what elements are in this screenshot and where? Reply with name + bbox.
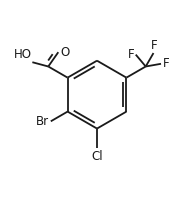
Text: HO: HO	[13, 48, 31, 61]
Text: F: F	[128, 48, 135, 61]
Text: Br: Br	[36, 115, 49, 128]
Text: F: F	[151, 39, 157, 52]
Text: Cl: Cl	[91, 150, 103, 163]
Text: O: O	[61, 46, 70, 59]
Text: F: F	[163, 57, 170, 70]
